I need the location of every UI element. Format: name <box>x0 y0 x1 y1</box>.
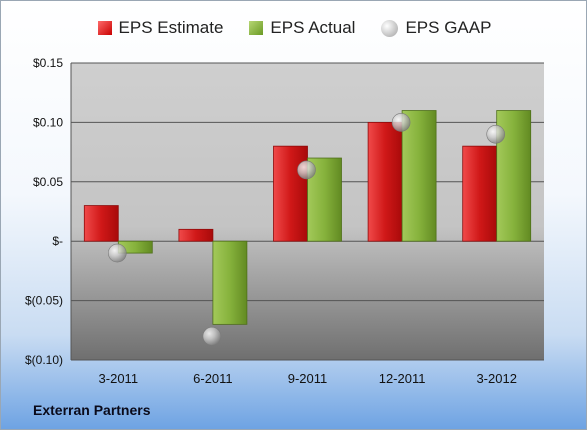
legend-item-gaap: EPS GAAP <box>381 18 491 38</box>
company-label: Exterran Partners <box>33 402 151 418</box>
y-tick-label: $0.05 <box>33 175 63 189</box>
bar-eps-estimate <box>83 205 119 242</box>
marker-eps-gaap <box>391 113 411 132</box>
bar-eps-actual <box>212 240 248 325</box>
bar-eps-estimate <box>178 228 214 242</box>
x-category-label: 12-2011 <box>379 371 426 386</box>
legend-label-actual: EPS Actual <box>270 18 356 37</box>
bar-eps-estimate <box>462 145 498 242</box>
legend: EPS Estimate EPS Actual EPS GAAP <box>1 18 587 38</box>
gaap-markers <box>108 113 506 346</box>
y-tick-label: $0.15 <box>33 56 63 70</box>
marker-eps-gaap <box>202 326 222 346</box>
legend-label-estimate: EPS Estimate <box>118 18 224 37</box>
x-category-label: 3-2012 <box>476 371 516 386</box>
x-category-label: 6-2011 <box>193 371 233 386</box>
y-tick-label: $0.10 <box>33 115 63 129</box>
marker-eps-gaap <box>486 124 506 144</box>
marker-eps-gaap <box>108 243 127 263</box>
bar-eps-actual <box>401 110 437 242</box>
legend-swatch-actual <box>249 21 264 35</box>
axes: $0.15 $0.10 $0.05 $- $(0.05) $(0.10) 3-2011 6-2… <box>25 56 517 386</box>
bar-eps-estimate <box>273 145 308 242</box>
y-tick-label: $(0.10) <box>25 353 63 367</box>
legend-swatch-estimate <box>97 21 112 35</box>
legend-swatch-gaap <box>381 19 399 37</box>
y-tick-label: $(0.05) <box>25 294 63 308</box>
x-category-label: 9-2011 <box>288 371 328 386</box>
bars <box>83 110 532 325</box>
x-category-label: 3-2011 <box>99 371 139 386</box>
legend-label-gaap: EPS GAAP <box>405 18 492 37</box>
legend-item-actual: EPS Actual <box>249 18 355 38</box>
y-tick-label: $- <box>52 234 63 248</box>
legend-item-estimate: EPS Estimate <box>97 18 224 38</box>
marker-eps-gaap <box>297 160 316 180</box>
bar-eps-estimate <box>367 122 403 242</box>
